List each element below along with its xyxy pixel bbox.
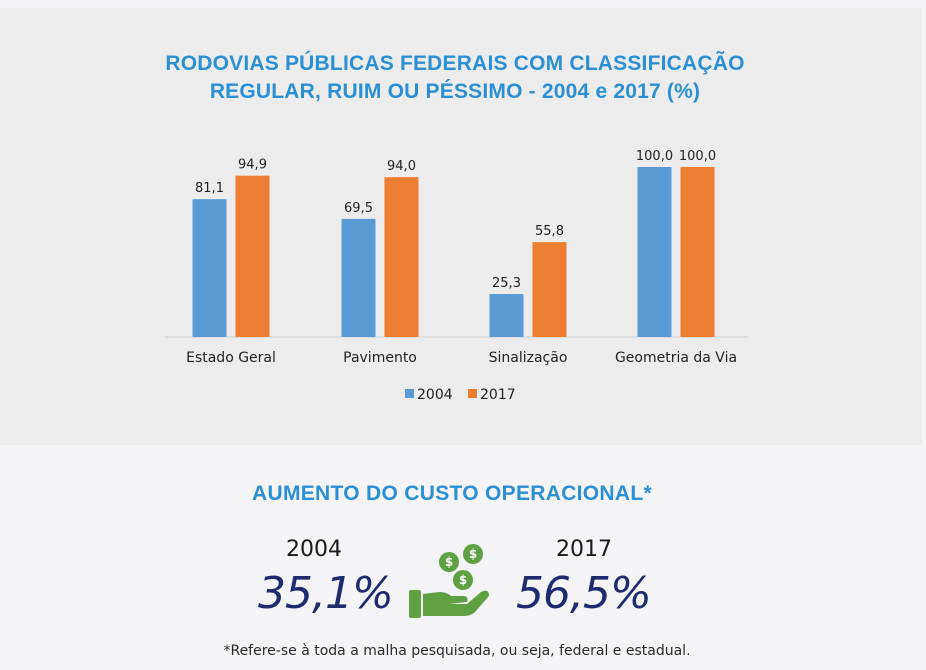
bar-2004-estado-geral — [192, 199, 227, 337]
chart-title: RODOVIAS PÚBLICAS FEDERAIS COM CLASSIFIC… — [0, 50, 910, 106]
bar-2004-geometria-da-via — [637, 167, 672, 337]
data-label-2004-sinaliza-o: 25,3 — [492, 276, 521, 291]
bar-2017-estado-geral — [235, 175, 270, 337]
data-label-2017-geometria-da-via: 100,0 — [679, 149, 716, 164]
money-hand-icon: $ $ $ — [409, 544, 489, 618]
svg-text:$: $ — [459, 573, 467, 587]
summary-value-2004: 35,1% — [258, 568, 394, 619]
bar-2004-pavimento — [341, 218, 376, 337]
data-label-2017-pavimento: 94,0 — [387, 159, 416, 174]
summary-year-2004: 2004 — [286, 537, 342, 562]
summary-year-2017: 2017 — [556, 537, 612, 562]
data-label-2017-estado-geral: 94,9 — [238, 158, 267, 173]
legend-swatch-2017 — [468, 389, 477, 398]
data-label-2004-pavimento: 69,5 — [344, 201, 373, 216]
data-label-2004-estado-geral: 81,1 — [195, 181, 224, 196]
bar-chart: 81,1 94,9 Estado Geral 69,5 94,0 Pavimento 25,… — [165, 149, 748, 403]
legend-label-2017: 2017 — [480, 387, 516, 403]
summary-title: AUMENTO DO CUSTO OPERACIONAL* — [252, 482, 652, 505]
bar-2017-sinaliza-o — [532, 242, 567, 337]
bar-2017-pavimento — [384, 177, 419, 337]
chart-title-line-2: REGULAR, RUIM OU PÉSSIMO - 2004 e 2017 (… — [209, 80, 701, 103]
legend-swatch-2004 — [405, 389, 414, 398]
category-label: Geometria da Via — [615, 350, 737, 366]
bar-2004-sinaliza-o — [489, 293, 524, 337]
data-label-2004-geometria-da-via: 100,0 — [636, 149, 673, 164]
chart-panel — [0, 8, 922, 445]
category-label: Sinalização — [489, 350, 568, 366]
summary-value-2017: 56,5% — [516, 568, 652, 619]
svg-text:$: $ — [445, 555, 453, 569]
legend-label-2004: 2004 — [417, 387, 453, 403]
category-label: Pavimento — [343, 350, 417, 366]
svg-text:$: $ — [469, 547, 477, 561]
data-label-2017-sinaliza-o: 55,8 — [535, 224, 564, 239]
footnote: *Refere-se à toda a malha pesquisada, ou… — [223, 643, 691, 659]
chart-title-line-1: RODOVIAS PÚBLICAS FEDERAIS COM CLASSIFIC… — [165, 52, 745, 75]
category-label: Estado Geral — [186, 350, 276, 366]
bar-2017-geometria-da-via — [680, 167, 715, 337]
